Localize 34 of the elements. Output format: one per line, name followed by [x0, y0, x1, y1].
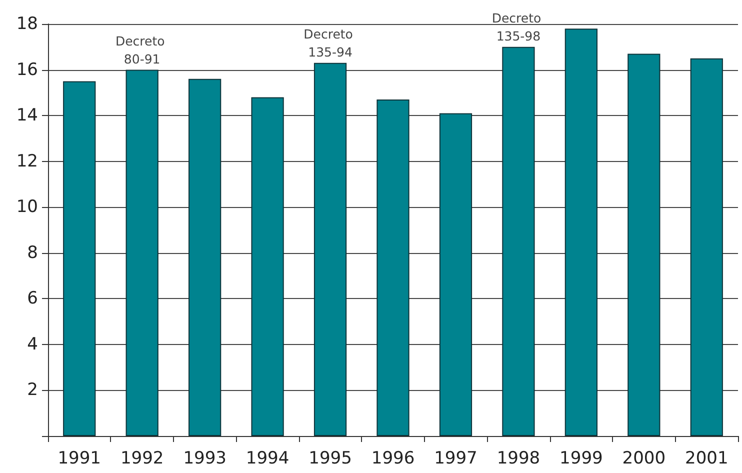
- x-tick-label: 1996: [371, 448, 415, 468]
- bar: [564, 28, 598, 436]
- annotation: Decreto 135-98: [492, 10, 546, 44]
- y-tick-label: 18: [16, 14, 38, 34]
- y-tick-label: 16: [16, 60, 38, 80]
- x-tick-label: 1994: [246, 448, 290, 468]
- bar: [63, 81, 96, 436]
- bar: [376, 100, 410, 436]
- x-tick-label: 1998: [496, 448, 540, 468]
- bar: [439, 113, 472, 436]
- x-tick-label: 2001: [685, 448, 728, 468]
- x-tick-label: 1997: [434, 448, 478, 468]
- bar: [690, 58, 723, 436]
- bar: [251, 97, 284, 436]
- bar: [188, 78, 222, 436]
- y-tick-label: 8: [27, 242, 38, 263]
- annotation: Decreto 80-91: [115, 33, 169, 66]
- bar: [502, 46, 535, 436]
- y-tick-label: 10: [16, 197, 38, 218]
- y-tick-label: 12: [16, 151, 38, 172]
- y-tick-label: 4: [27, 334, 38, 354]
- y-tick-label: 14: [16, 106, 38, 126]
- x-tick-label: 1995: [308, 448, 352, 468]
- x-tick-label: 1991: [58, 448, 101, 468]
- bar: [126, 70, 158, 436]
- x-tick-label: 2000: [622, 448, 666, 468]
- x-tick-label: 1999: [560, 448, 603, 468]
- bar: [628, 54, 660, 436]
- x-tick-label: 1993: [183, 448, 226, 468]
- x-tick-label: 1992: [120, 448, 164, 468]
- y-tick-label: 2: [27, 380, 38, 400]
- annotation: Decreto 135-94: [304, 26, 357, 60]
- y-tick-label: 6: [27, 288, 38, 309]
- bar: [314, 62, 347, 436]
